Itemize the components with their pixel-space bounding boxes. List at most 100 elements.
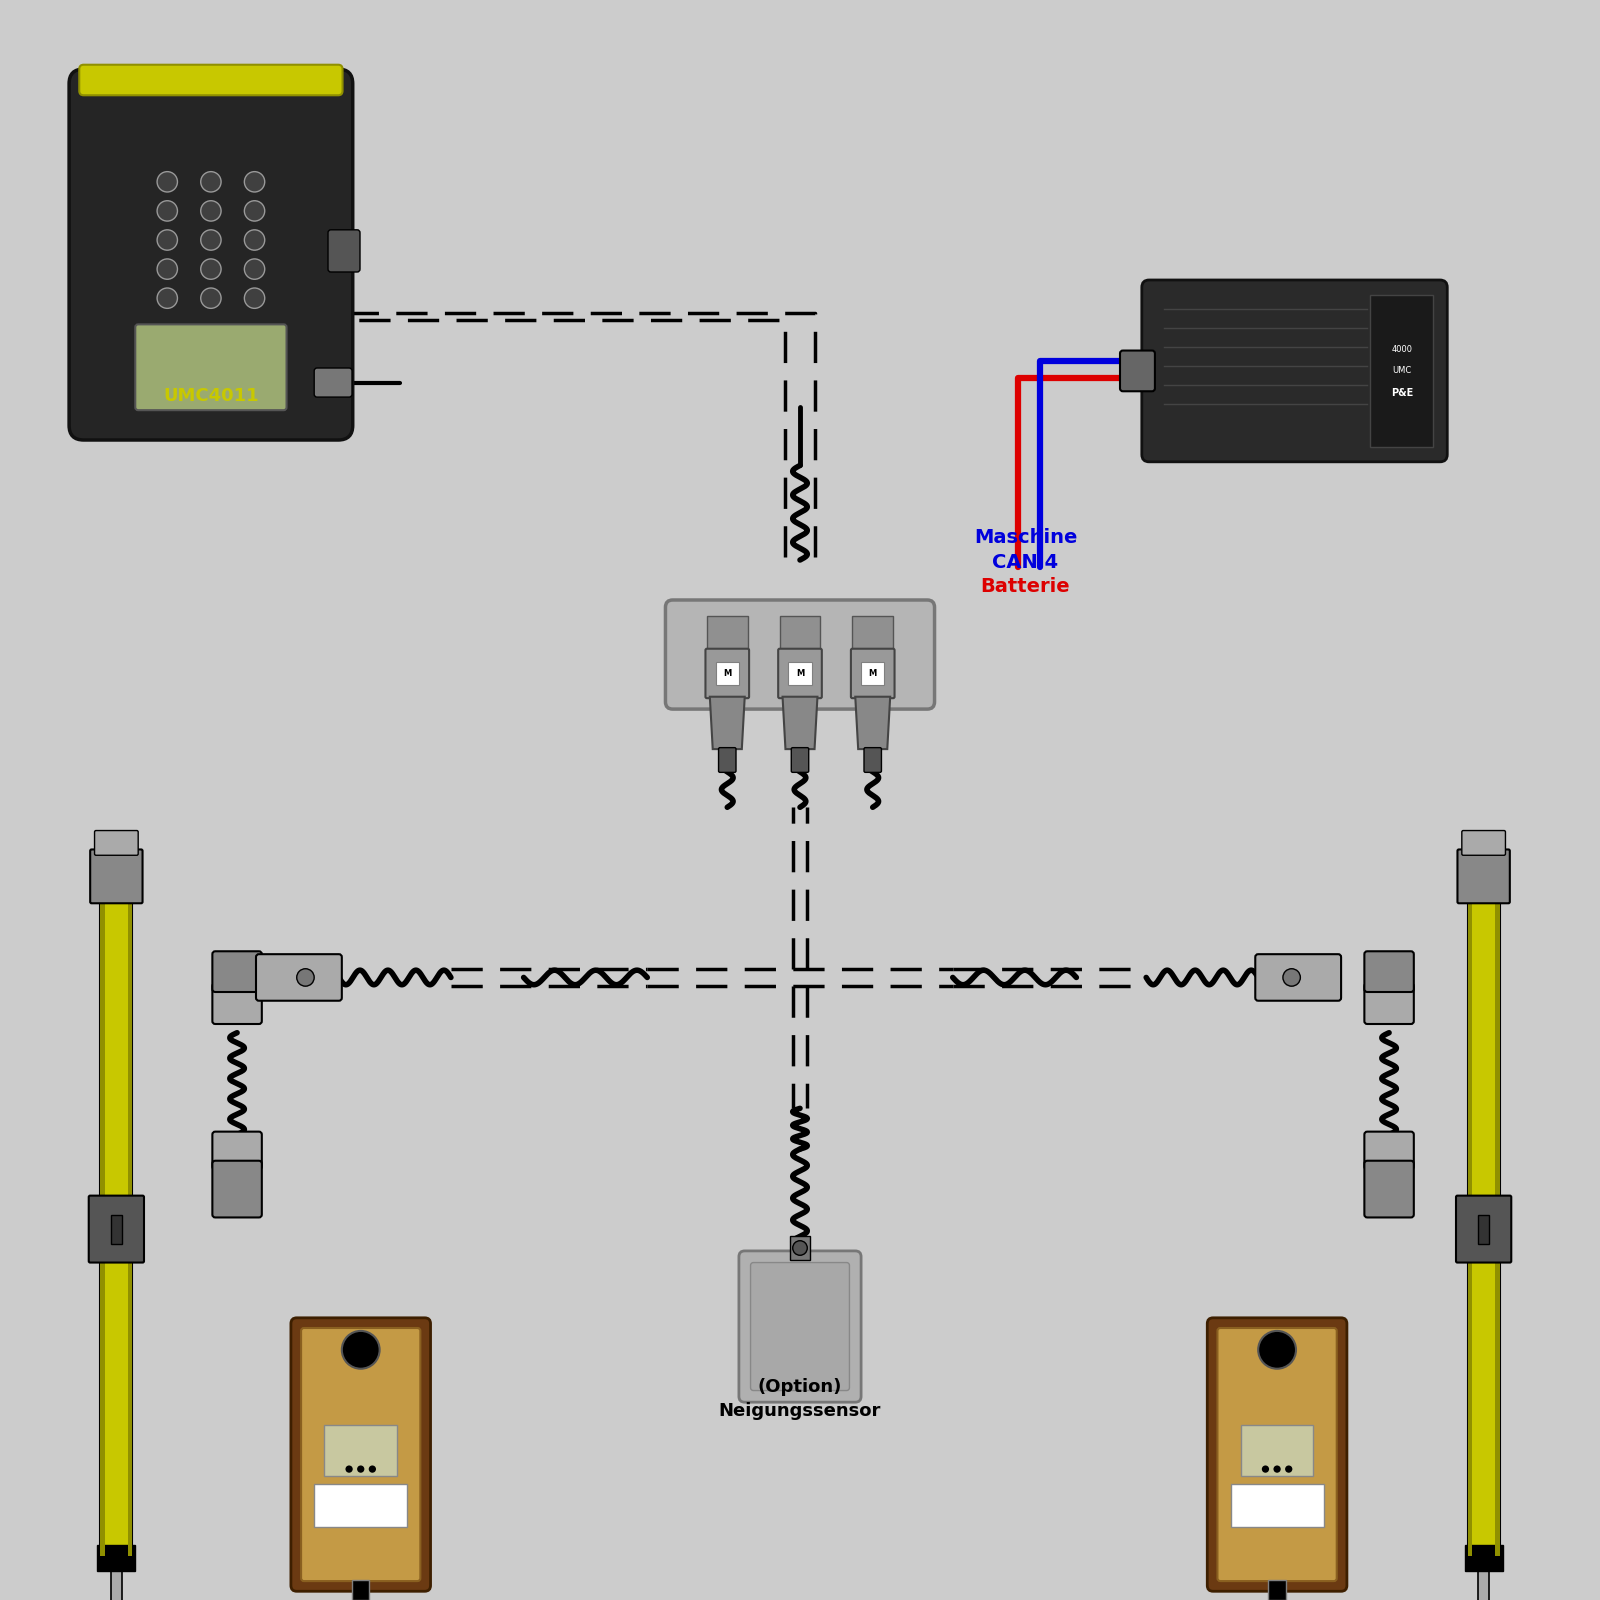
Circle shape xyxy=(245,171,264,192)
FancyBboxPatch shape xyxy=(1458,850,1510,904)
Bar xyxy=(110,1214,122,1243)
Text: CAN 4: CAN 4 xyxy=(992,552,1059,571)
Circle shape xyxy=(1274,1466,1280,1472)
Bar xyxy=(1467,902,1472,1557)
Circle shape xyxy=(346,1466,352,1472)
Text: UMC: UMC xyxy=(1392,366,1411,376)
FancyBboxPatch shape xyxy=(1365,1131,1414,1170)
FancyBboxPatch shape xyxy=(864,747,882,773)
FancyBboxPatch shape xyxy=(750,1262,850,1390)
Bar xyxy=(790,1237,810,1259)
FancyBboxPatch shape xyxy=(718,747,736,773)
FancyBboxPatch shape xyxy=(69,69,352,440)
Text: M: M xyxy=(869,669,877,678)
Bar xyxy=(325,1426,397,1477)
Text: (Option): (Option) xyxy=(758,1378,842,1397)
FancyBboxPatch shape xyxy=(256,954,342,1000)
FancyBboxPatch shape xyxy=(792,747,808,773)
Bar xyxy=(779,616,821,693)
FancyBboxPatch shape xyxy=(88,1195,144,1262)
FancyBboxPatch shape xyxy=(213,984,262,1024)
Circle shape xyxy=(200,230,221,250)
FancyBboxPatch shape xyxy=(90,850,142,904)
Circle shape xyxy=(245,259,264,280)
Circle shape xyxy=(1262,1466,1269,1472)
Text: Batterie: Batterie xyxy=(981,578,1070,597)
Bar xyxy=(1478,1544,1490,1600)
Circle shape xyxy=(157,230,178,250)
Bar xyxy=(715,662,739,685)
Circle shape xyxy=(1283,968,1301,986)
Bar xyxy=(707,616,747,693)
FancyBboxPatch shape xyxy=(213,952,262,992)
Circle shape xyxy=(200,171,221,192)
FancyBboxPatch shape xyxy=(301,1328,421,1581)
FancyBboxPatch shape xyxy=(778,648,822,698)
Bar xyxy=(110,1544,122,1600)
FancyBboxPatch shape xyxy=(1365,1160,1414,1218)
Circle shape xyxy=(357,1466,365,1472)
Bar xyxy=(314,1483,408,1528)
FancyBboxPatch shape xyxy=(851,648,894,698)
Bar xyxy=(1467,902,1499,1557)
FancyBboxPatch shape xyxy=(328,230,360,272)
Circle shape xyxy=(1285,1466,1293,1472)
Text: P&E: P&E xyxy=(1390,387,1413,398)
FancyBboxPatch shape xyxy=(1456,1195,1512,1262)
Circle shape xyxy=(157,200,178,221)
Bar xyxy=(101,902,133,1557)
Bar xyxy=(1464,1544,1502,1571)
Polygon shape xyxy=(856,696,890,749)
FancyBboxPatch shape xyxy=(1462,830,1506,856)
FancyBboxPatch shape xyxy=(94,830,138,856)
Circle shape xyxy=(157,171,178,192)
FancyBboxPatch shape xyxy=(213,1160,262,1218)
Polygon shape xyxy=(710,696,744,749)
FancyBboxPatch shape xyxy=(1365,952,1414,992)
Circle shape xyxy=(200,288,221,309)
Circle shape xyxy=(342,1331,379,1368)
Circle shape xyxy=(200,200,221,221)
FancyBboxPatch shape xyxy=(314,368,352,397)
Bar xyxy=(1230,1483,1323,1528)
Polygon shape xyxy=(782,696,818,749)
Bar xyxy=(789,662,811,685)
FancyBboxPatch shape xyxy=(739,1251,861,1402)
FancyBboxPatch shape xyxy=(706,648,749,698)
FancyBboxPatch shape xyxy=(1142,280,1448,462)
FancyBboxPatch shape xyxy=(80,64,342,96)
Circle shape xyxy=(245,200,264,221)
Text: 4000: 4000 xyxy=(1392,344,1413,354)
FancyBboxPatch shape xyxy=(136,325,286,410)
Circle shape xyxy=(296,968,314,986)
Text: M: M xyxy=(723,669,731,678)
Bar xyxy=(853,616,893,693)
Bar xyxy=(1478,1214,1490,1243)
Bar xyxy=(861,662,885,685)
Text: Neigungssensor: Neigungssensor xyxy=(718,1402,882,1419)
Circle shape xyxy=(157,288,178,309)
FancyBboxPatch shape xyxy=(1208,1318,1347,1592)
FancyBboxPatch shape xyxy=(1120,350,1155,392)
Circle shape xyxy=(245,288,264,309)
Bar xyxy=(1370,294,1432,448)
FancyBboxPatch shape xyxy=(1256,954,1341,1000)
Circle shape xyxy=(1258,1331,1296,1368)
Circle shape xyxy=(368,1466,376,1472)
Bar xyxy=(352,1579,370,1600)
Text: Maschine: Maschine xyxy=(974,528,1077,547)
FancyBboxPatch shape xyxy=(1218,1328,1336,1581)
Circle shape xyxy=(792,1240,808,1256)
Bar xyxy=(101,902,104,1557)
Bar xyxy=(1269,1579,1286,1600)
Bar xyxy=(98,1544,136,1571)
Circle shape xyxy=(245,230,264,250)
Bar xyxy=(1240,1426,1314,1477)
FancyBboxPatch shape xyxy=(1365,984,1414,1024)
Text: M: M xyxy=(795,669,805,678)
Circle shape xyxy=(157,259,178,280)
Bar xyxy=(128,902,133,1557)
FancyBboxPatch shape xyxy=(666,600,934,709)
FancyBboxPatch shape xyxy=(291,1318,430,1592)
FancyBboxPatch shape xyxy=(213,1131,262,1170)
